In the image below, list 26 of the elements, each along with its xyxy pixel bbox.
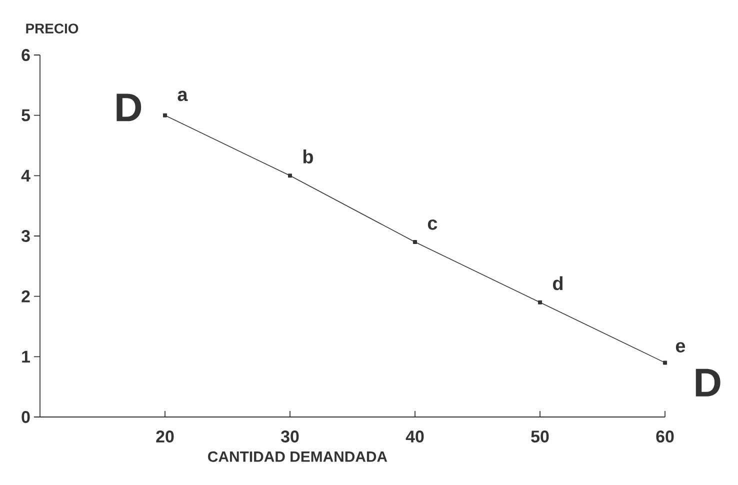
point <box>413 240 417 244</box>
y-tick-label: 5 <box>22 109 30 122</box>
y-tick-label: 3 <box>21 230 30 242</box>
x-tick-label: 30 <box>280 430 299 443</box>
x-tick-label: 60 <box>656 430 674 443</box>
y-tick-label: 4 <box>21 170 30 182</box>
annotation: D <box>116 94 142 122</box>
x-axis-title: CANTIDAD DEMANDADA <box>208 451 388 462</box>
y-axis-title: PRECIO <box>26 24 78 34</box>
annotation: b <box>303 150 313 164</box>
y-tick-label: 0 <box>22 411 30 423</box>
y-tick-label: 6 <box>22 49 30 61</box>
x-tick-label: 50 <box>531 430 549 443</box>
x-tick-label: 20 <box>156 430 174 443</box>
x-tick-label: 40 <box>406 430 424 443</box>
annotation: c <box>428 219 438 230</box>
annotation: d <box>552 276 563 290</box>
annotation: D <box>696 368 720 396</box>
annotation: e <box>676 342 686 353</box>
point <box>288 174 292 178</box>
y-tick-label: 1 <box>22 350 30 362</box>
point <box>163 113 167 118</box>
y-tick-label: 2 <box>22 290 30 302</box>
annotation: a <box>178 90 188 102</box>
point <box>538 300 542 304</box>
point <box>663 360 667 365</box>
